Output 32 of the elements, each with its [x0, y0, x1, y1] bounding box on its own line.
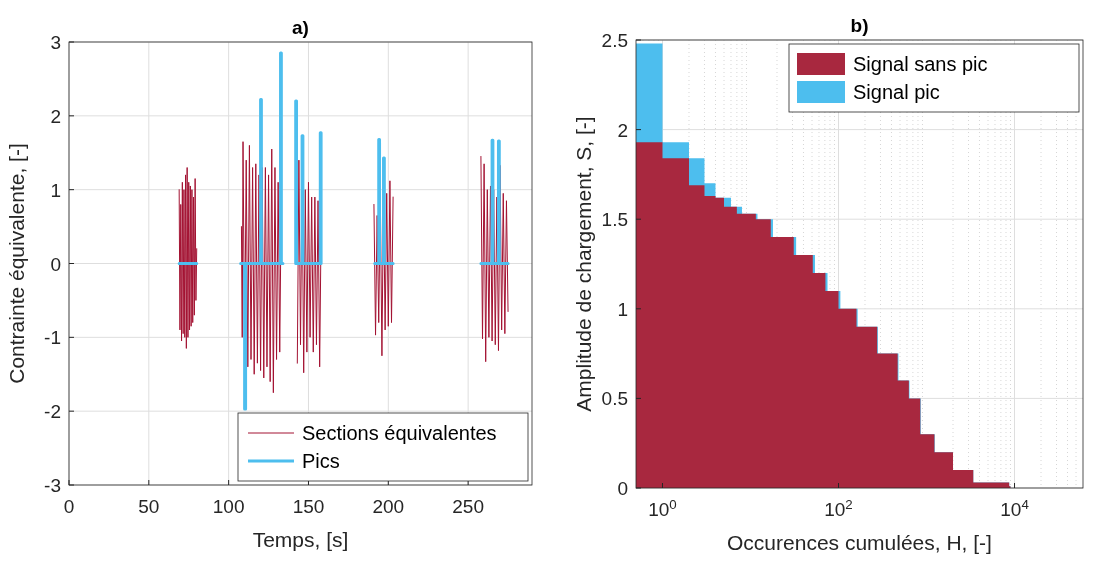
y-tick-label: -2 [44, 401, 61, 423]
x-tick-label: 10$^{4}$ [1000, 496, 1029, 520]
x-tick-label: 0 [63, 496, 75, 517]
x-tick-label: 50 [138, 496, 160, 517]
y-tick-label: 1.5 [601, 209, 628, 231]
legend-label: Sections équivalentes [302, 422, 497, 444]
y-tick-label: 1 [617, 298, 628, 320]
y-tick-label: 0 [50, 253, 61, 275]
y-axis-title: Amplitude de chargement, S, [-] [572, 116, 595, 412]
x-tick-label: 10$^{0}$ [648, 496, 677, 520]
x-axis-title: Temps, [s] [252, 528, 349, 551]
y-axis-title: Contrainte équivalente, [-] [5, 143, 28, 384]
x-axis-title: Occurences cumulées, H, [-] [727, 531, 992, 554]
legend-label: Signal pic [853, 81, 940, 103]
x-tick-label: 250 [452, 496, 484, 517]
chart-title: b) [850, 15, 869, 36]
y-tick-label: -3 [44, 475, 61, 496]
y-tick-label: 3 [50, 32, 61, 53]
y-tick-label: 0 [617, 478, 628, 499]
y-tick-label: 1 [50, 179, 61, 201]
x-tick-label: 10$^{2}$ [824, 496, 853, 520]
y-tick-label: 0.5 [601, 388, 628, 410]
x-tick-label: 100 [212, 496, 245, 517]
y-tick-label: -1 [44, 327, 61, 349]
legend-label: Signal sans pic [853, 53, 988, 75]
x-tick-label: 150 [292, 496, 325, 517]
x-tick-label: 200 [372, 496, 405, 517]
y-tick-label: 2 [50, 105, 61, 127]
legend-label: Pics [302, 450, 340, 472]
y-tick-label: 2.5 [601, 30, 628, 51]
chart-title: a) [292, 17, 309, 38]
y-tick-label: 2 [617, 119, 628, 141]
